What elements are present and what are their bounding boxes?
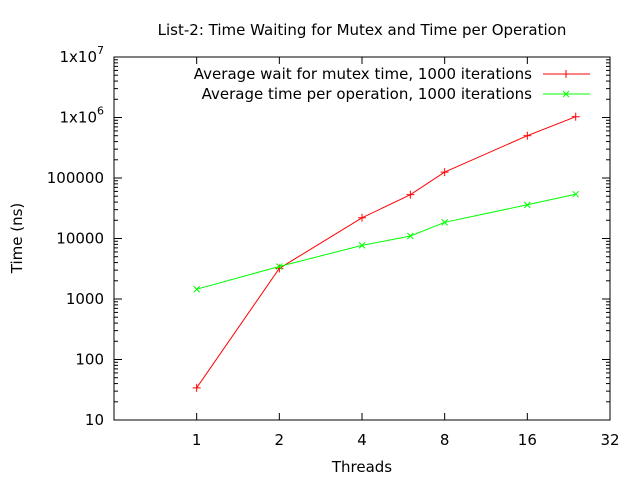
x-tick-label: 2 bbox=[275, 431, 285, 449]
y-tick-label: 1x107 bbox=[59, 44, 104, 66]
y-tick-label: 100000 bbox=[47, 169, 104, 187]
x-tick-label: 32 bbox=[600, 431, 619, 449]
x-axis-label: Threads bbox=[331, 458, 392, 476]
chart-title: List-2: Time Waiting for Mutex and Time … bbox=[158, 21, 567, 39]
y-tick-label: 1x106 bbox=[59, 105, 104, 127]
data-point-series-2 bbox=[572, 190, 580, 198]
data-point-series-2 bbox=[358, 242, 366, 249]
series-line-1 bbox=[196, 116, 576, 389]
legend-label-2: Average time per operation, 1000 iterati… bbox=[202, 85, 533, 103]
data-point-series-2 bbox=[523, 201, 531, 209]
data-point-series-1 bbox=[440, 168, 449, 177]
data-point-series-1 bbox=[192, 383, 201, 392]
y-tick-label: 100 bbox=[75, 351, 104, 369]
x-tick-label: 16 bbox=[518, 431, 537, 449]
series-line-2 bbox=[196, 193, 576, 290]
x-axis: 1 2 4 8 16 32 bbox=[192, 57, 620, 449]
series-layer bbox=[192, 112, 580, 392]
y-axis: 10 100 1000 10000 100000 1x106 1x107 bbox=[47, 44, 610, 429]
y-tick-label: 10 bbox=[85, 411, 104, 429]
x-tick-label: 4 bbox=[357, 431, 367, 449]
x-tick-label: 1 bbox=[192, 431, 202, 449]
plot-frame bbox=[113, 56, 611, 421]
legend: Average wait for mutex time, 1000 iterat… bbox=[194, 65, 590, 103]
data-point-series-1 bbox=[571, 112, 580, 121]
data-point-series-1 bbox=[406, 190, 415, 199]
data-point-series-1 bbox=[523, 131, 532, 140]
data-point-series-2 bbox=[407, 232, 414, 240]
legend-label-1: Average wait for mutex time, 1000 iterat… bbox=[194, 65, 532, 83]
data-point-series-2 bbox=[275, 263, 283, 270]
y-axis-label: Time (ns) bbox=[8, 203, 26, 275]
y-tick-label: 1000 bbox=[66, 290, 104, 308]
data-point-series-1 bbox=[358, 213, 366, 222]
x-tick-label: 8 bbox=[440, 431, 450, 449]
data-point-series-2 bbox=[441, 218, 449, 226]
legend-marker-1 bbox=[562, 70, 570, 78]
data-point-series-2 bbox=[193, 285, 201, 293]
y-tick-label: 10000 bbox=[56, 230, 104, 248]
legend-marker-2 bbox=[562, 90, 570, 98]
